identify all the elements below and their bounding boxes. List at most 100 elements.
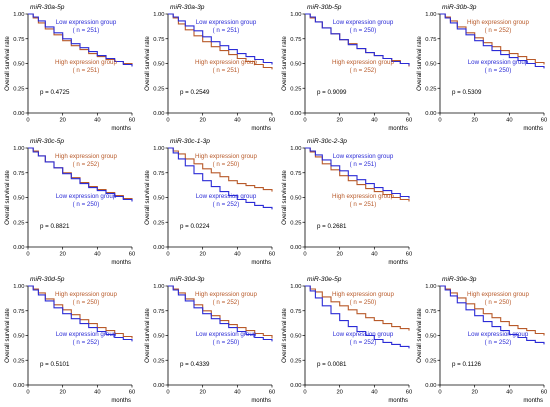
low-group-n: ( n = 250) xyxy=(350,27,377,34)
km-panel: miR-30c-1-3p Overall survival rate 0.00 0.2… xyxy=(144,138,275,266)
high-group-label: High expression group xyxy=(467,291,529,298)
x-tick-label: 20 xyxy=(199,252,205,258)
y-tick-label: 0.25 xyxy=(425,86,436,92)
y-tick-label: 0.75 xyxy=(13,37,24,43)
high-group-label: High expression group xyxy=(55,153,117,160)
p-value-label: p = 0.5309 xyxy=(452,89,482,96)
high-group-n: ( n = 252) xyxy=(485,27,512,34)
low-group-label: Low expression group xyxy=(333,19,394,26)
high-group-n: ( n = 251) xyxy=(73,67,100,74)
y-tick-label: 0.75 xyxy=(153,309,164,315)
y-tick-label: 0.50 xyxy=(153,196,164,202)
panel-title: miR-30c-2-3p xyxy=(307,138,347,145)
y-axis-label: Overall survival rate xyxy=(144,170,151,225)
low-expression-curve xyxy=(305,147,410,199)
y-tick-label: 0.00 xyxy=(13,383,24,389)
low-group-label: Low expression group xyxy=(468,331,529,338)
y-tick-label: 0.50 xyxy=(290,196,301,202)
y-axis-label: Overall survival rate xyxy=(416,308,423,363)
x-tick-label: 20 xyxy=(336,118,342,124)
y-tick-label: 0.00 xyxy=(13,245,24,251)
low-expression-curve xyxy=(440,13,545,69)
low-group-label: Low expression group xyxy=(56,193,117,200)
panel-title: miR-30e-5p xyxy=(307,276,342,283)
high-group-label: High expression group xyxy=(195,291,257,298)
y-axis-label: Overall survival rate xyxy=(281,308,288,363)
low-expression-curve xyxy=(28,13,133,67)
high-expression-curve xyxy=(305,147,410,202)
y-tick-label: 0.00 xyxy=(13,111,24,117)
x-tick-label: 60 xyxy=(541,390,547,396)
x-tick-label: 40 xyxy=(506,118,512,124)
x-axis-label: months xyxy=(111,398,131,402)
y-tick-label: 0.50 xyxy=(13,196,24,202)
y-tick-label: 0.00 xyxy=(290,383,301,389)
x-tick-label: 40 xyxy=(371,118,377,124)
high-expression-curve xyxy=(28,285,133,339)
y-tick-label: 0.00 xyxy=(290,245,301,251)
high-expression-curve xyxy=(305,285,410,331)
y-tick-label: 0.25 xyxy=(290,86,301,92)
p-value-label: p = 0.0081 xyxy=(317,361,347,368)
panel-title: miR-30a-3p xyxy=(170,4,205,11)
low-expression-curve xyxy=(28,285,133,342)
low-expression-curve xyxy=(28,147,133,202)
y-axis-label: Overall survival rate xyxy=(4,36,11,91)
p-value-label: p = 0.8821 xyxy=(40,223,70,230)
y-tick-label: 0.75 xyxy=(290,37,301,43)
low-group-n: ( n = 252) xyxy=(213,201,240,208)
y-tick-label: 0.25 xyxy=(153,358,164,364)
x-tick-label: 60 xyxy=(129,390,135,396)
y-tick-label: 0.50 xyxy=(153,62,164,68)
y-axis-label: Overall survival rate xyxy=(416,36,423,91)
low-expression-curve xyxy=(168,285,273,342)
high-group-label: High expression group xyxy=(55,291,117,298)
y-tick-label: 1.00 xyxy=(425,284,436,290)
x-tick-label: 60 xyxy=(129,252,135,258)
x-axis-label: months xyxy=(388,398,408,402)
x-axis-label: months xyxy=(251,398,271,402)
y-tick-label: 1.00 xyxy=(290,284,301,290)
y-tick-label: 1.00 xyxy=(13,146,24,152)
y-tick-label: 1.00 xyxy=(153,284,164,290)
y-axis-label: Overall survival rate xyxy=(4,170,11,225)
x-tick-label: 40 xyxy=(234,118,240,124)
p-value-label: p = 0.5101 xyxy=(40,361,70,368)
high-group-label: High expression group xyxy=(195,153,257,160)
low-group-label: Low expression group xyxy=(56,19,117,26)
low-group-n: ( n = 250) xyxy=(485,67,512,74)
high-group-label: High expression group xyxy=(195,59,257,66)
y-tick-label: 1.00 xyxy=(290,146,301,152)
y-tick-label: 0.25 xyxy=(153,220,164,226)
x-tick-label: 0 xyxy=(26,390,29,396)
high-expression-curve xyxy=(168,13,273,70)
x-tick-label: 20 xyxy=(336,252,342,258)
x-tick-label: 20 xyxy=(336,390,342,396)
panel-title: miR-30a-5p xyxy=(30,4,65,11)
high-group-label: High expression group xyxy=(467,19,529,26)
km-panel: miR-30e-5p Overall survival rate 0.00 0.25 0… xyxy=(281,276,412,404)
x-tick-label: 20 xyxy=(59,118,65,124)
high-group-label: High expression group xyxy=(332,59,394,66)
y-tick-label: 0.25 xyxy=(13,86,24,92)
km-panel: miR-30b-5p Overall survival rate 0.00 0.25 0… xyxy=(281,4,412,132)
high-group-label: High expression group xyxy=(55,59,117,66)
p-value-label: p = 0.1126 xyxy=(452,361,482,368)
x-tick-label: 20 xyxy=(471,390,477,396)
y-tick-label: 1.00 xyxy=(290,12,301,18)
x-tick-label: 0 xyxy=(26,252,29,258)
x-axis-label: months xyxy=(388,126,408,132)
y-axis-label: Overall survival rate xyxy=(281,170,288,225)
y-tick-label: 1.00 xyxy=(13,284,24,290)
x-tick-label: 40 xyxy=(371,390,377,396)
x-tick-label: 40 xyxy=(94,390,100,396)
y-tick-label: 0.25 xyxy=(290,220,301,226)
y-tick-label: 0.00 xyxy=(425,383,436,389)
x-axis-label: months xyxy=(523,398,543,402)
x-tick-label: 0 xyxy=(303,252,306,258)
y-tick-label: 0.00 xyxy=(153,111,164,117)
y-tick-label: 1.00 xyxy=(425,12,436,18)
high-group-n: ( n = 250) xyxy=(73,299,100,306)
y-tick-label: 0.75 xyxy=(153,37,164,43)
